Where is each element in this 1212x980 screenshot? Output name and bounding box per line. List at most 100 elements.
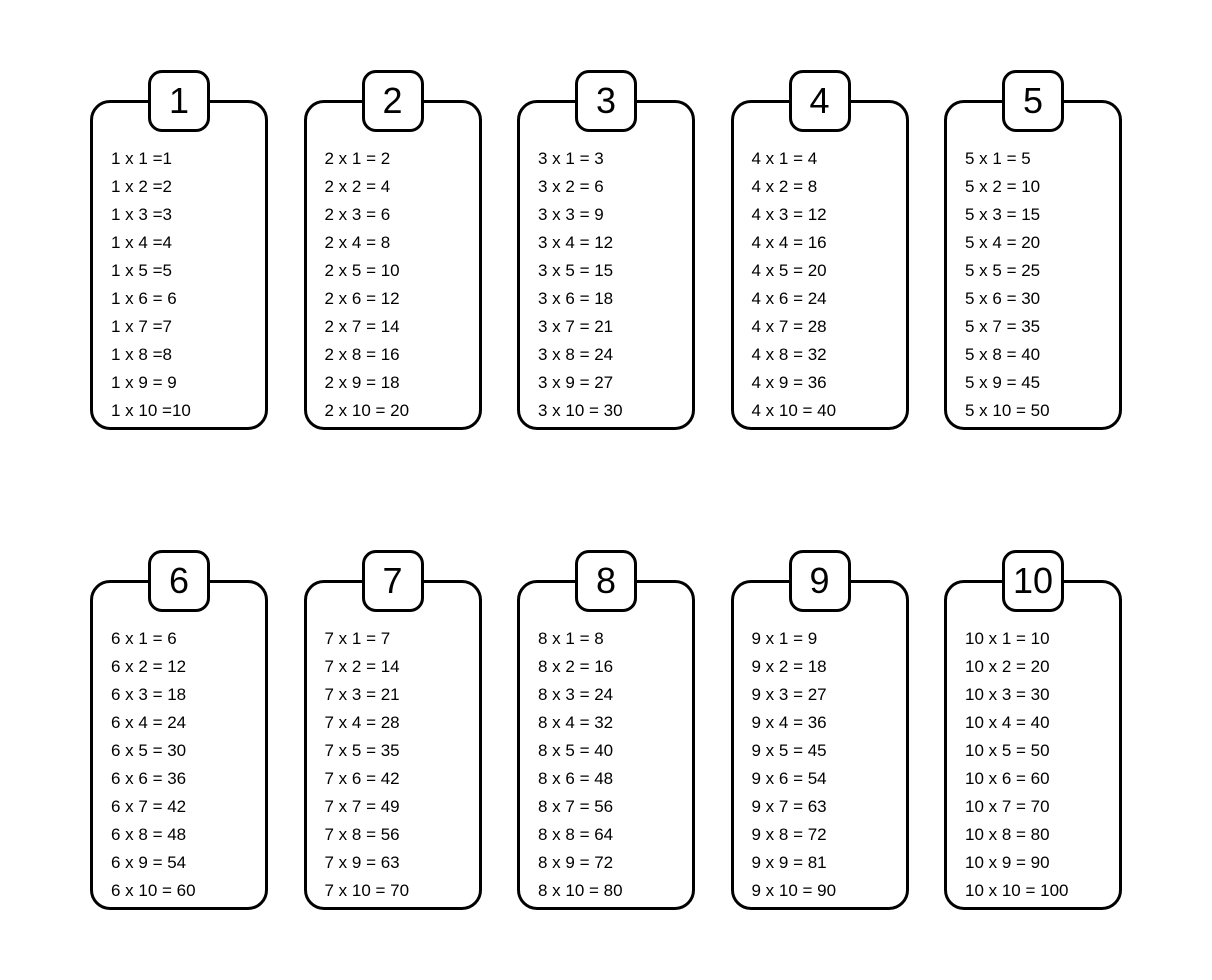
equation: 6 x 7 = 42 <box>111 793 247 821</box>
equation: 10 x 9 = 90 <box>965 849 1101 877</box>
equation: 6 x 4 = 24 <box>111 709 247 737</box>
equation: 9 x 4 = 36 <box>752 709 888 737</box>
equation: 9 x 10 = 90 <box>752 877 888 905</box>
table-panel: 10 x 1 = 10 10 x 2 = 20 10 x 3 = 30 10 x… <box>944 580 1122 910</box>
equation: 4 x 1 = 4 <box>752 145 888 173</box>
equation: 6 x 1 = 6 <box>111 625 247 653</box>
equation: 2 x 8 = 16 <box>325 341 461 369</box>
multiplication-tables-page: 1 1 x 1 =1 1 x 2 =2 1 x 3 =3 1 x 4 =4 1 … <box>0 0 1212 980</box>
equation: 9 x 2 = 18 <box>752 653 888 681</box>
equation: 3 x 10 = 30 <box>538 397 674 425</box>
table-panel: 9 x 1 = 9 9 x 2 = 18 9 x 3 = 27 9 x 4 = … <box>731 580 909 910</box>
equation: 1 x 5 =5 <box>111 257 247 285</box>
equation: 7 x 4 = 28 <box>325 709 461 737</box>
equation: 2 x 4 = 8 <box>325 229 461 257</box>
equation: 4 x 3 = 12 <box>752 201 888 229</box>
equation: 3 x 4 = 12 <box>538 229 674 257</box>
equation: 5 x 1 = 5 <box>965 145 1101 173</box>
equation: 2 x 1 = 2 <box>325 145 461 173</box>
table-badge: 7 <box>362 550 424 612</box>
equation: 4 x 4 = 16 <box>752 229 888 257</box>
equation: 8 x 1 = 8 <box>538 625 674 653</box>
table-badge: 8 <box>575 550 637 612</box>
times-table-6: 6 6 x 1 = 6 6 x 2 = 12 6 x 3 = 18 6 x 4 … <box>90 580 268 910</box>
equation: 6 x 8 = 48 <box>111 821 247 849</box>
equation: 2 x 3 = 6 <box>325 201 461 229</box>
times-table-9: 9 9 x 1 = 9 9 x 2 = 18 9 x 3 = 27 9 x 4 … <box>731 580 909 910</box>
equation: 8 x 8 = 64 <box>538 821 674 849</box>
equation: 4 x 5 = 20 <box>752 257 888 285</box>
equation: 1 x 8 =8 <box>111 341 247 369</box>
equation: 3 x 2 = 6 <box>538 173 674 201</box>
equation: 3 x 8 = 24 <box>538 341 674 369</box>
equation: 8 x 9 = 72 <box>538 849 674 877</box>
equation: 4 x 9 = 36 <box>752 369 888 397</box>
equation: 1 x 6 = 6 <box>111 285 247 313</box>
equation: 2 x 9 = 18 <box>325 369 461 397</box>
equation: 6 x 2 = 12 <box>111 653 247 681</box>
equation: 9 x 7 = 63 <box>752 793 888 821</box>
equation: 1 x 1 =1 <box>111 145 247 173</box>
tables-row-1: 1 1 x 1 =1 1 x 2 =2 1 x 3 =3 1 x 4 =4 1 … <box>90 70 1122 430</box>
equation: 6 x 6 = 36 <box>111 765 247 793</box>
equation: 1 x 7 =7 <box>111 313 247 341</box>
equation: 9 x 3 = 27 <box>752 681 888 709</box>
equation: 5 x 8 = 40 <box>965 341 1101 369</box>
equation: 8 x 4 = 32 <box>538 709 674 737</box>
equation: 5 x 3 = 15 <box>965 201 1101 229</box>
equation: 9 x 9 = 81 <box>752 849 888 877</box>
equation: 1 x 10 =10 <box>111 397 247 425</box>
table-badge: 5 <box>1002 70 1064 132</box>
equation: 7 x 7 = 49 <box>325 793 461 821</box>
table-badge: 3 <box>575 70 637 132</box>
times-table-5: 5 5 x 1 = 5 5 x 2 = 10 5 x 3 = 15 5 x 4 … <box>944 100 1122 430</box>
times-table-8: 8 8 x 1 = 8 8 x 2 = 16 8 x 3 = 24 8 x 4 … <box>517 580 695 910</box>
equation: 2 x 10 = 20 <box>325 397 461 425</box>
equation: 7 x 5 = 35 <box>325 737 461 765</box>
equation: 3 x 5 = 15 <box>538 257 674 285</box>
equation: 8 x 6 = 48 <box>538 765 674 793</box>
table-panel: 2 x 1 = 2 2 x 2 = 4 2 x 3 = 6 2 x 4 = 8 … <box>304 100 482 430</box>
equation: 6 x 9 = 54 <box>111 849 247 877</box>
equation: 5 x 10 = 50 <box>965 397 1101 425</box>
tables-row-2: 6 6 x 1 = 6 6 x 2 = 12 6 x 3 = 18 6 x 4 … <box>90 550 1122 910</box>
equation: 5 x 5 = 25 <box>965 257 1101 285</box>
table-badge: 2 <box>362 70 424 132</box>
times-table-10: 10 10 x 1 = 10 10 x 2 = 20 10 x 3 = 30 1… <box>944 580 1122 910</box>
times-table-1: 1 1 x 1 =1 1 x 2 =2 1 x 3 =3 1 x 4 =4 1 … <box>90 100 268 430</box>
equation: 8 x 5 = 40 <box>538 737 674 765</box>
equation: 3 x 3 = 9 <box>538 201 674 229</box>
equation: 5 x 7 = 35 <box>965 313 1101 341</box>
times-table-4: 4 4 x 1 = 4 4 x 2 = 8 4 x 3 = 12 4 x 4 =… <box>731 100 909 430</box>
equation: 10 x 1 = 10 <box>965 625 1101 653</box>
table-panel: 4 x 1 = 4 4 x 2 = 8 4 x 3 = 12 4 x 4 = 1… <box>731 100 909 430</box>
equation: 3 x 7 = 21 <box>538 313 674 341</box>
table-panel: 1 x 1 =1 1 x 2 =2 1 x 3 =3 1 x 4 =4 1 x … <box>90 100 268 430</box>
equation: 5 x 2 = 10 <box>965 173 1101 201</box>
equation: 8 x 10 = 80 <box>538 877 674 905</box>
equation: 1 x 9 = 9 <box>111 369 247 397</box>
equation: 3 x 1 = 3 <box>538 145 674 173</box>
equation: 1 x 2 =2 <box>111 173 247 201</box>
equation: 7 x 2 = 14 <box>325 653 461 681</box>
equation: 1 x 3 =3 <box>111 201 247 229</box>
equation: 10 x 5 = 50 <box>965 737 1101 765</box>
equation: 9 x 6 = 54 <box>752 765 888 793</box>
equation: 10 x 8 = 80 <box>965 821 1101 849</box>
times-table-2: 2 2 x 1 = 2 2 x 2 = 4 2 x 3 = 6 2 x 4 = … <box>304 100 482 430</box>
equation: 7 x 6 = 42 <box>325 765 461 793</box>
equation: 4 x 7 = 28 <box>752 313 888 341</box>
equation: 10 x 3 = 30 <box>965 681 1101 709</box>
table-panel: 3 x 1 = 3 3 x 2 = 6 3 x 3 = 9 3 x 4 = 12… <box>517 100 695 430</box>
equation: 5 x 6 = 30 <box>965 285 1101 313</box>
equation: 5 x 9 = 45 <box>965 369 1101 397</box>
table-badge: 10 <box>1002 550 1064 612</box>
equation: 3 x 9 = 27 <box>538 369 674 397</box>
equation: 6 x 10 = 60 <box>111 877 247 905</box>
equation: 5 x 4 = 20 <box>965 229 1101 257</box>
equation: 10 x 6 = 60 <box>965 765 1101 793</box>
equation: 7 x 3 = 21 <box>325 681 461 709</box>
equation: 9 x 1 = 9 <box>752 625 888 653</box>
table-badge: 6 <box>148 550 210 612</box>
equation: 10 x 10 = 100 <box>965 877 1101 905</box>
